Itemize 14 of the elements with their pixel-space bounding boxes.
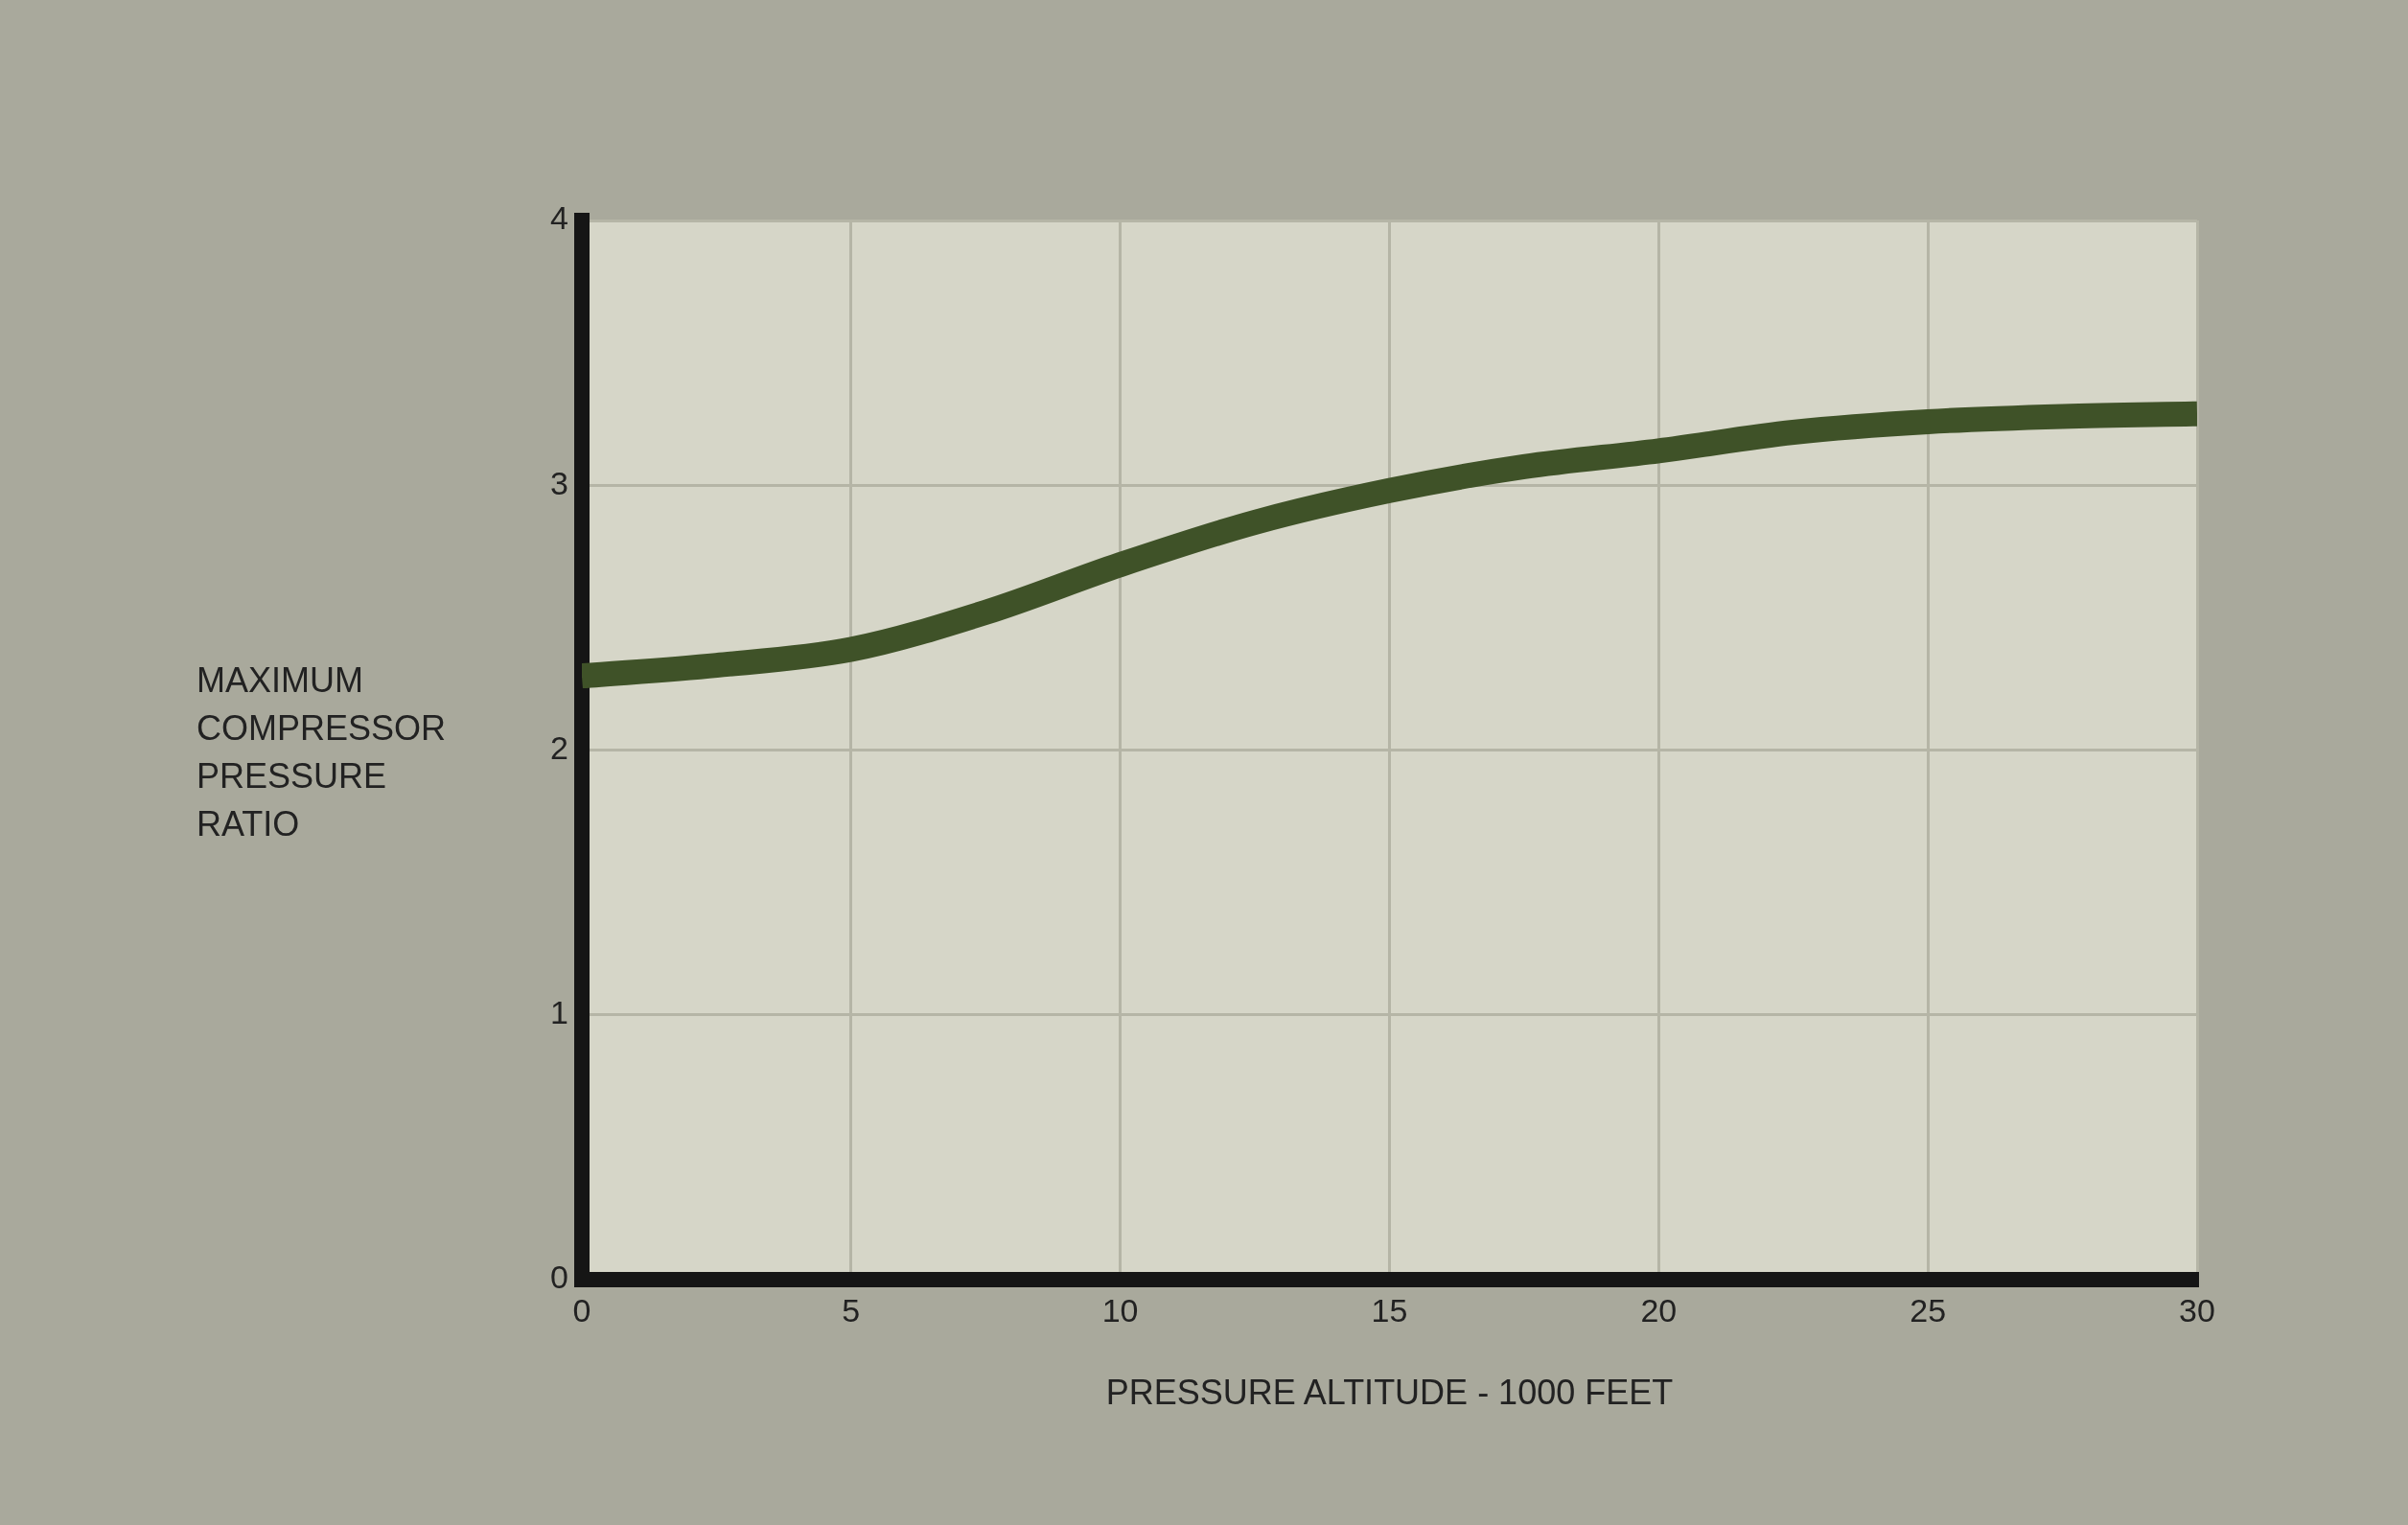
y-tick-label: 3 [549,464,568,501]
y-tick-label: 4 [549,199,568,237]
y-tick-label: 2 [549,728,568,766]
y-axis-title: MAXIMUM COMPRESSOR PRESSURE RATIO [197,659,448,845]
x-tick-label: 5 [842,1291,861,1329]
y-tick-label: 0 [549,1259,568,1296]
y-tick-label: 1 [549,994,568,1031]
x-tick-label: 30 [2179,1291,2215,1329]
x-axis-title: PRESSURE ALTITUDE - 1000 FEET [1105,1373,1674,1413]
x-tick-label: 20 [1640,1291,1678,1329]
x-tick-label: 0 [572,1291,591,1329]
x-tick-label: 25 [1910,1291,1947,1329]
x-tick-label: 10 [1101,1291,1139,1329]
x-tick-label: 15 [1371,1291,1408,1329]
